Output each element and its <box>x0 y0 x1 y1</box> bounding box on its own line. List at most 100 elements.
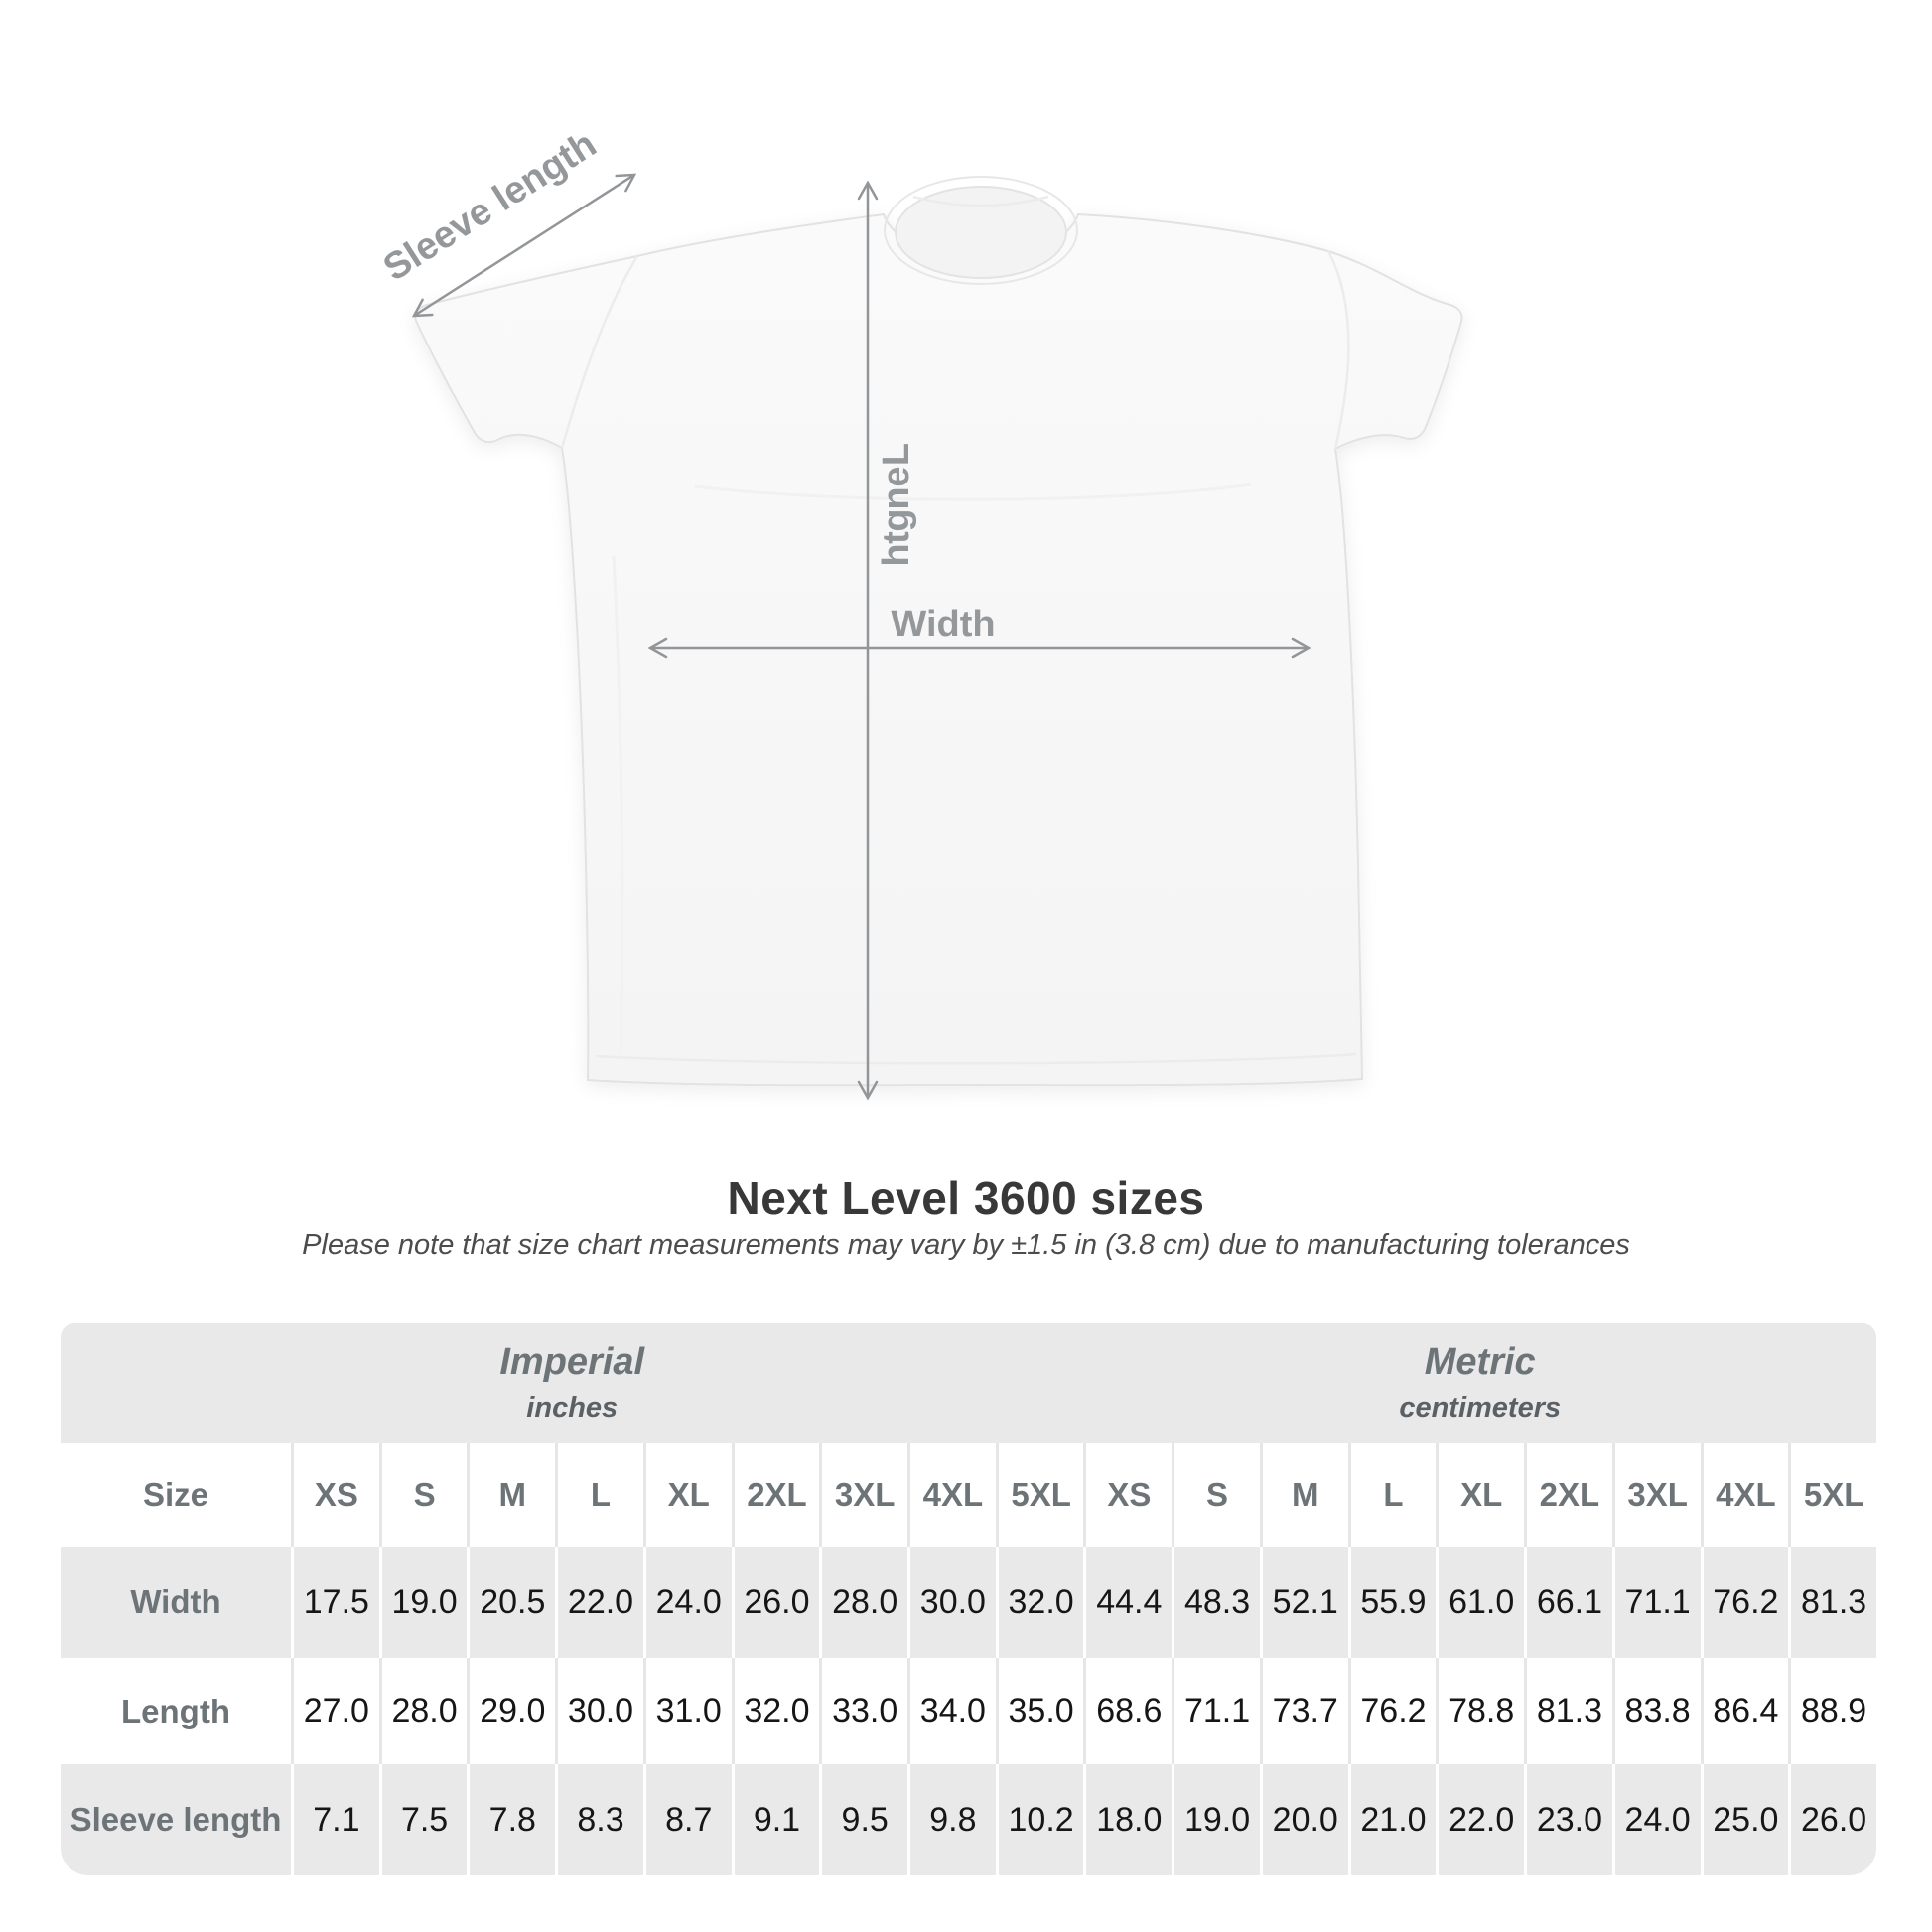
metric-value-cell: 25.0 <box>1700 1764 1789 1875</box>
imperial-value-cell: 34.0 <box>907 1658 996 1764</box>
measurement-row: Width 17.5 19.0 20.5 22.0 24.0 26.0 28.0 30.0 32.… <box>61 1547 1876 1658</box>
tshirt-measurement-diagram: Sleeve length Length Width <box>376 123 1463 1101</box>
imperial-label: Imperial <box>499 1341 645 1383</box>
imperial-value-cell: 28.0 <box>378 1658 468 1764</box>
size-header-cell: 4XL <box>907 1443 996 1547</box>
metric-value-cell: 18.0 <box>1083 1764 1173 1875</box>
imperial-value-cell: 10.2 <box>995 1764 1084 1875</box>
metric-value-cell: 66.1 <box>1524 1547 1612 1658</box>
size-column-header: Size <box>61 1443 291 1547</box>
size-header-cell: XL <box>642 1443 732 1547</box>
metric-value-cell: 52.1 <box>1259 1547 1348 1658</box>
imperial-value-cell: 30.0 <box>907 1547 996 1658</box>
metric-value-cell: 68.6 <box>1083 1658 1173 1764</box>
length-label-letter: g <box>876 508 917 531</box>
size-header-cell: 3XL <box>819 1443 908 1547</box>
size-header-cell: 5XL <box>995 1443 1084 1547</box>
imperial-value-cell: 17.5 <box>291 1547 379 1658</box>
size-header-cell: L <box>555 1443 643 1547</box>
unit-header-row: Imperial inches Metric centimeters <box>61 1323 1876 1443</box>
hem-stitch <box>595 1052 1357 1065</box>
size-header-cell: M <box>467 1443 556 1547</box>
size-table: Imperial inches Metric centimeters Size X… <box>61 1323 1876 1875</box>
size-header-cell: M <box>1259 1443 1348 1547</box>
size-header-cell: XL <box>1436 1443 1525 1547</box>
imperial-value-cell: 9.8 <box>907 1764 996 1875</box>
unit-section-metric: Metric centimeters <box>1083 1323 1876 1443</box>
metric-value-cell: 76.2 <box>1347 1658 1437 1764</box>
size-header-cell: 5XL <box>1788 1443 1876 1547</box>
metric-value-cell: 24.0 <box>1611 1764 1701 1875</box>
imperial-value-cell: 22.0 <box>555 1547 643 1658</box>
right-sleeve-seam <box>1326 250 1350 450</box>
measurement-row-label: Length <box>61 1658 291 1764</box>
imperial-value-cell: 28.0 <box>819 1547 908 1658</box>
metric-value-cell: 23.0 <box>1524 1764 1612 1875</box>
imperial-value-cell: 9.5 <box>819 1764 908 1875</box>
length-label-letter: t <box>876 531 917 544</box>
imperial-value-cell: 20.5 <box>467 1547 556 1658</box>
metric-value-cell: 19.0 <box>1172 1764 1260 1875</box>
metric-value-cell: 81.3 <box>1524 1658 1612 1764</box>
size-table-body: Width 17.5 19.0 20.5 22.0 24.0 26.0 28.0 30.0 32.… <box>61 1547 1876 1875</box>
metric-value-cell: 78.8 <box>1436 1658 1525 1764</box>
size-chart-table: Imperial inches Metric centimeters Size X… <box>61 1323 1876 1875</box>
size-header-cell: S <box>378 1443 468 1547</box>
chest-fold <box>694 483 1252 501</box>
length-label: Length <box>876 443 917 567</box>
length-label-letter: n <box>876 486 917 509</box>
page-subtitle: Please note that size chart measurements… <box>302 1229 1630 1261</box>
length-label-letter: L <box>876 443 917 466</box>
metric-value-cell: 81.3 <box>1788 1547 1876 1658</box>
metric-value-cell: 21.0 <box>1347 1764 1437 1875</box>
size-header-cell: 3XL <box>1611 1443 1701 1547</box>
measurement-row-label: Sleeve length <box>61 1764 291 1875</box>
page-title: Next Level 3600 sizes <box>727 1173 1205 1224</box>
imperial-value-cell: 35.0 <box>995 1658 1084 1764</box>
body-fold <box>612 555 624 1055</box>
length-label-letter: h <box>876 543 917 566</box>
imperial-value-cell: 30.0 <box>555 1658 643 1764</box>
collar-opening <box>895 186 1067 279</box>
imperial-value-cell: 8.7 <box>642 1764 732 1875</box>
size-header-cell: 4XL <box>1700 1443 1789 1547</box>
sleeve-length-label: Sleeve length <box>376 123 604 289</box>
metric-value-cell: 55.9 <box>1347 1547 1437 1658</box>
size-header-row: Size XS S M L XL 2XL 3XL 4XL 5XL XS S M L XL 2XL 3XL 4XL 5… <box>61 1443 1876 1547</box>
measurement-row: Sleeve length 7.1 7.5 7.8 8.3 8.7 9.1 9.5 9.8 10.… <box>61 1764 1876 1875</box>
imperial-value-cell: 27.0 <box>291 1658 379 1764</box>
metric-label: Metric <box>1424 1341 1536 1383</box>
size-header-cell: L <box>1347 1443 1437 1547</box>
size-header-cell: XS <box>1083 1443 1173 1547</box>
sleeve-length-arrow <box>411 173 637 318</box>
imperial-value-cell: 7.1 <box>291 1764 379 1875</box>
metric-sublabel: centimeters <box>1399 1392 1562 1424</box>
metric-value-cell: 88.9 <box>1788 1658 1876 1764</box>
imperial-value-cell: 31.0 <box>642 1658 732 1764</box>
imperial-value-cell: 7.5 <box>378 1764 468 1875</box>
measurement-row-label: Width <box>61 1547 291 1658</box>
imperial-value-cell: 32.0 <box>995 1547 1084 1658</box>
size-header-cell: XS <box>291 1443 379 1547</box>
imperial-value-cell: 29.0 <box>467 1658 556 1764</box>
measurement-row: Length 27.0 28.0 29.0 30.0 31.0 32.0 33.0 34.0 35… <box>61 1658 1876 1764</box>
metric-value-cell: 44.4 <box>1083 1547 1173 1658</box>
imperial-value-cell: 24.0 <box>642 1547 732 1658</box>
imperial-value-cell: 32.0 <box>731 1658 820 1764</box>
collar-band <box>884 176 1078 285</box>
metric-value-cell: 26.0 <box>1788 1764 1876 1875</box>
back-collar-seam <box>912 195 1049 207</box>
metric-value-cell: 73.7 <box>1259 1658 1348 1764</box>
imperial-value-cell: 8.3 <box>555 1764 643 1875</box>
size-header-cell: S <box>1172 1443 1260 1547</box>
unit-section-imperial: Imperial inches <box>61 1323 1084 1443</box>
width-label: Width <box>891 604 995 645</box>
metric-value-cell: 71.1 <box>1611 1547 1701 1658</box>
imperial-value-cell: 7.8 <box>467 1764 556 1875</box>
size-header-cell: 2XL <box>1524 1443 1612 1547</box>
length-label-letter: e <box>876 466 917 486</box>
metric-value-cell: 22.0 <box>1436 1764 1525 1875</box>
size-header-cell: 2XL <box>731 1443 820 1547</box>
metric-value-cell: 61.0 <box>1436 1547 1525 1658</box>
